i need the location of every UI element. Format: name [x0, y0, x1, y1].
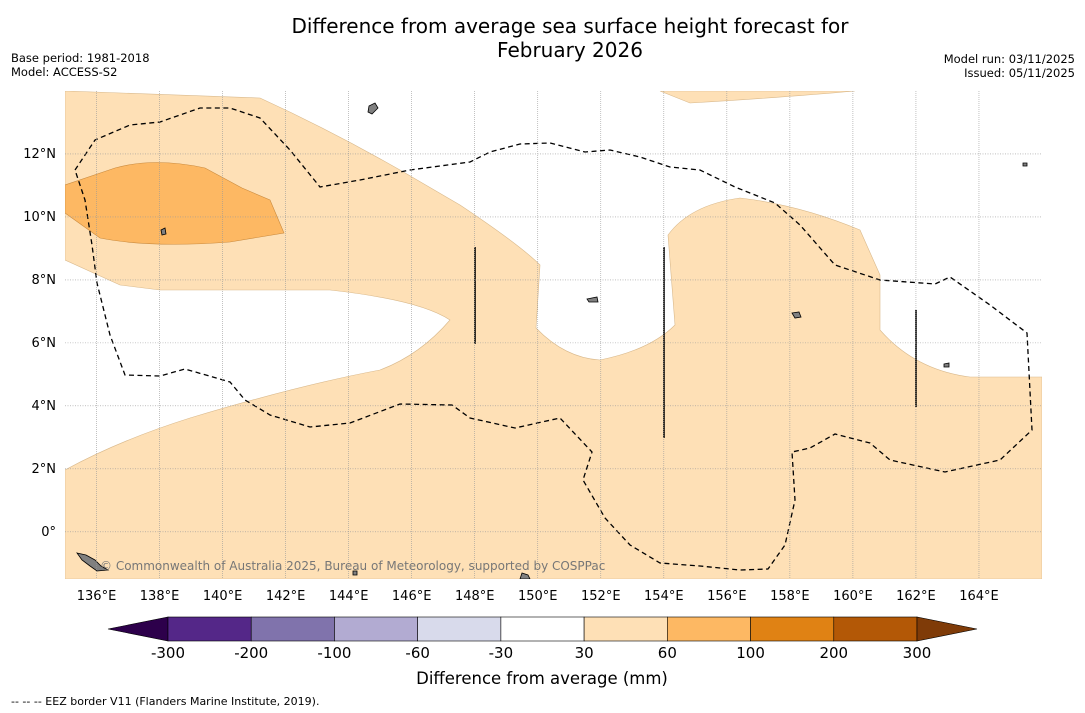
- model-name: Model: ACCESS-S2: [11, 65, 118, 79]
- x-axis-ticks: 136°E 138°E 140°E 142°E 144°E 146°E 148°E 150°E…: [77, 589, 999, 604]
- colorbar-bin: [417, 616, 502, 642]
- lat-tick-label: 10°N: [23, 210, 56, 225]
- lon-tick-label: 136°E: [77, 589, 117, 604]
- colorbar-tick-label: -200: [234, 644, 268, 662]
- chart-title: Difference from average sea surface heig…: [0, 14, 1085, 62]
- island-kosrae: [943, 362, 950, 368]
- island-small-1: [352, 570, 358, 576]
- colorbar-bin: [750, 616, 835, 642]
- lon-tick-label: 138°E: [140, 589, 180, 604]
- lon-tick-label: 148°E: [455, 589, 495, 604]
- colorbar-extend-low: [107, 616, 169, 642]
- lon-tick-label: 154°E: [644, 589, 684, 604]
- colorbar-tick-label: -60: [405, 644, 430, 662]
- meta-right: Model run: 03/11/2025 Issued: 05/11/2025: [944, 52, 1075, 80]
- lon-tick-label: 150°E: [518, 589, 558, 604]
- anomaly-region-60-100: [65, 162, 285, 245]
- colorbar-tick-label: 200: [819, 644, 848, 662]
- gridlines: [65, 91, 1042, 579]
- anomaly-region-30-60: [65, 91, 1042, 579]
- map-plot-area: © Commonwealth of Australia 2025, Bureau…: [65, 91, 1042, 579]
- island-ulithi: [160, 227, 167, 236]
- island-yap: [367, 102, 379, 115]
- island-new-guinea-tip: [519, 572, 531, 579]
- island-chuuk: [586, 296, 599, 303]
- issued-date: Issued: 05/11/2025: [964, 66, 1075, 80]
- lat-tick-label: 0°: [41, 525, 56, 540]
- lat-tick-label: 4°N: [32, 399, 57, 414]
- colorbar-bin: [583, 616, 668, 642]
- lon-tick-label: 158°E: [770, 589, 810, 604]
- lon-tick-label: 160°E: [833, 589, 873, 604]
- title-line-2: February 2026: [497, 38, 643, 62]
- base-period: Base period: 1981-2018: [11, 51, 150, 65]
- lon-tick-label: 142°E: [266, 589, 306, 604]
- lon-tick-label: 162°E: [896, 589, 936, 604]
- eez-legend-note: -- -- -- EEZ border V11 (Flanders Marine…: [11, 695, 320, 708]
- land-islands: [76, 102, 1028, 579]
- colorbar-tick-label: -100: [317, 644, 351, 662]
- lon-tick-label: 146°E: [392, 589, 432, 604]
- colorbar-bin: [334, 616, 418, 642]
- lat-tick-label: 6°N: [32, 336, 57, 351]
- credit-text: © Commonwealth of Australia 2025, Bureau…: [100, 559, 605, 573]
- title-line-1: Difference from average sea surface heig…: [291, 14, 849, 38]
- lat-tick-label: 8°N: [32, 273, 57, 288]
- lon-tick-label: 152°E: [581, 589, 621, 604]
- colorbar-bin: [250, 616, 335, 642]
- island-pohnpei: [791, 311, 802, 319]
- lon-tick-label: 140°E: [203, 589, 243, 604]
- colorbar-extend-high: [916, 616, 978, 642]
- meta-left: Base period: 1981-2018 Model: ACCESS-S2: [11, 51, 150, 79]
- colorbar-bin: [167, 616, 252, 642]
- model-run: Model run: 03/11/2025: [943, 52, 1075, 66]
- lat-tick-label: 12°N: [23, 147, 56, 162]
- colorbar: -300 -200 -100 -60 -30 30 60 100 200 300: [107, 616, 978, 662]
- colorbar-tick-label: -300: [151, 644, 185, 662]
- island-small-2: [1022, 162, 1028, 167]
- lat-tick-label: 2°N: [32, 462, 57, 477]
- colorbar-tick-label: 100: [736, 644, 765, 662]
- lon-tick-label: 156°E: [707, 589, 747, 604]
- colorbar-bin: [500, 616, 585, 642]
- lon-tick-label: 144°E: [329, 589, 369, 604]
- colorbar-tick-label: -30: [489, 644, 514, 662]
- colorbar-tick-label: 30: [575, 644, 594, 662]
- colorbar-tick-label: 300: [903, 644, 932, 662]
- lon-tick-label: 164°E: [959, 589, 999, 604]
- island-palau: [76, 552, 110, 572]
- y-axis-ticks: 12°N 10°N 8°N 6°N 4°N 2°N 0°: [23, 147, 56, 540]
- colorbar-bin: [833, 616, 918, 642]
- colorbar-tick-label: 60: [658, 644, 677, 662]
- colorbar-title: Difference from average (mm): [416, 669, 668, 688]
- anomaly-region-30-60-north: [659, 91, 856, 104]
- colorbar-bin: [667, 616, 751, 642]
